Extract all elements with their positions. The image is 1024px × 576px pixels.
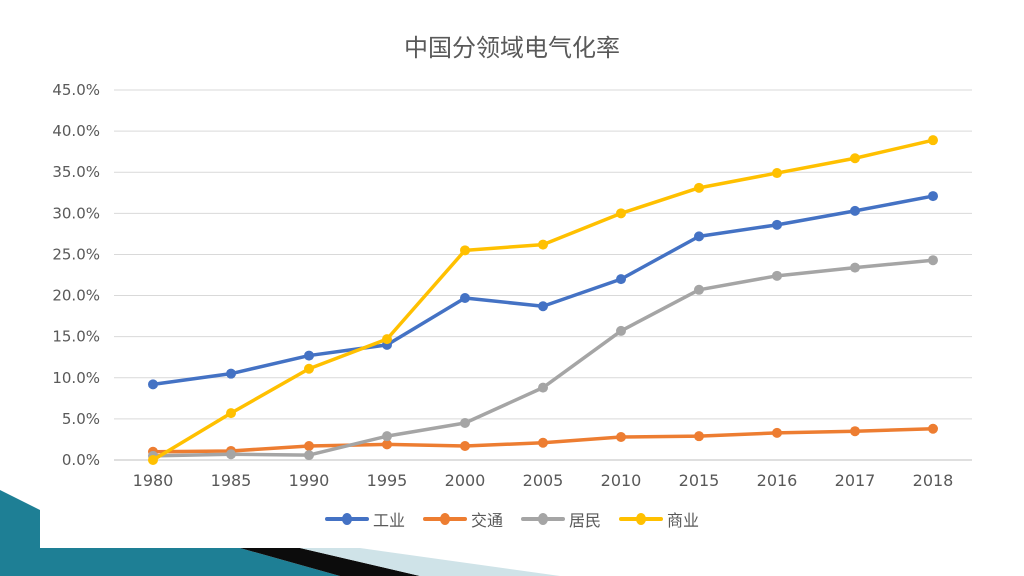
- data-point: [304, 350, 314, 361]
- data-point: [304, 450, 314, 461]
- data-point: [616, 431, 626, 442]
- data-point: [850, 205, 860, 216]
- legend-item: 商业: [619, 507, 699, 531]
- series-0: [148, 191, 938, 390]
- data-point: [694, 231, 704, 242]
- legend-swatch-icon: [422, 513, 467, 525]
- data-point: [928, 423, 938, 434]
- data-point: [304, 363, 314, 374]
- series-line: [152, 194, 934, 387]
- data-point: [928, 255, 938, 266]
- data-point: [382, 334, 392, 345]
- data-point: [850, 262, 860, 273]
- data-point: [382, 439, 392, 450]
- data-point: [928, 135, 938, 146]
- legend-label: 交通: [470, 511, 503, 530]
- series-2: [148, 255, 938, 461]
- data-point: [616, 274, 626, 285]
- legend: 工业 交通 居民 商业: [0, 507, 1024, 531]
- y-tick-label: 30.0%: [52, 204, 100, 222]
- data-point: [694, 284, 704, 295]
- data-point: [226, 408, 236, 419]
- x-tick-label: 2010: [601, 471, 642, 490]
- data-point: [460, 441, 470, 452]
- data-point: [460, 245, 470, 256]
- series-3: [148, 135, 938, 465]
- data-point: [538, 239, 548, 250]
- x-tick-label: 1990: [289, 471, 330, 490]
- y-tick-label: 45.0%: [52, 81, 100, 99]
- data-point: [850, 426, 860, 437]
- data-point: [538, 301, 548, 312]
- legend-label: 商业: [667, 511, 700, 530]
- x-tick-label: 1985: [211, 471, 252, 490]
- data-point: [772, 427, 782, 438]
- data-point: [850, 153, 860, 164]
- x-tick-label: 2018: [913, 471, 954, 490]
- x-tick-label: 2017: [835, 471, 876, 490]
- x-tick-label: 1980: [133, 471, 174, 490]
- data-point: [148, 455, 158, 465]
- y-tick-label: 20.0%: [52, 287, 100, 305]
- y-tick-label: 5.0%: [62, 410, 100, 428]
- data-point: [304, 441, 314, 452]
- legend-swatch-icon: [521, 513, 565, 525]
- y-tick-label: 40.0%: [52, 122, 100, 140]
- data-point: [694, 431, 704, 442]
- legend-item: 交通: [422, 507, 503, 531]
- x-tick-label: 2005: [523, 471, 564, 490]
- y-tick-label: 35.0%: [52, 163, 100, 181]
- y-tick-label: 15.0%: [52, 328, 100, 346]
- y-tick-label: 0.0%: [62, 451, 100, 469]
- x-tick-label: 2015: [679, 471, 720, 490]
- series-1: [148, 423, 938, 457]
- series-line: [152, 138, 934, 462]
- data-point: [772, 270, 782, 281]
- data-point: [382, 431, 392, 442]
- data-point: [538, 437, 548, 448]
- legend-swatch-icon: [619, 513, 664, 525]
- legend-label: 工业: [372, 511, 405, 530]
- y-tick-label: 25.0%: [52, 245, 100, 263]
- data-point: [538, 382, 548, 393]
- data-point: [694, 182, 704, 193]
- x-tick-label: 2016: [757, 471, 798, 490]
- data-point: [226, 368, 236, 379]
- legend-item: 居民: [521, 507, 601, 531]
- data-point: [772, 168, 782, 179]
- decorative-corner-wedge: [0, 490, 560, 576]
- data-point: [148, 379, 158, 390]
- chart-title: 中国分领域电气化率: [404, 34, 620, 62]
- data-point: [772, 219, 782, 230]
- data-point: [226, 449, 236, 460]
- data-point: [616, 325, 626, 336]
- y-tick-label: 10.0%: [52, 369, 100, 387]
- legend-item: 工业: [324, 507, 405, 531]
- data-point: [460, 293, 470, 304]
- x-tick-label: 2000: [445, 471, 486, 490]
- series-line: [152, 258, 934, 458]
- legend-label: 居民: [569, 511, 602, 530]
- data-point: [616, 208, 626, 219]
- data-point: [928, 191, 938, 202]
- x-tick-label: 1995: [367, 471, 408, 490]
- data-point: [460, 418, 470, 428]
- legend-swatch-icon: [324, 513, 369, 525]
